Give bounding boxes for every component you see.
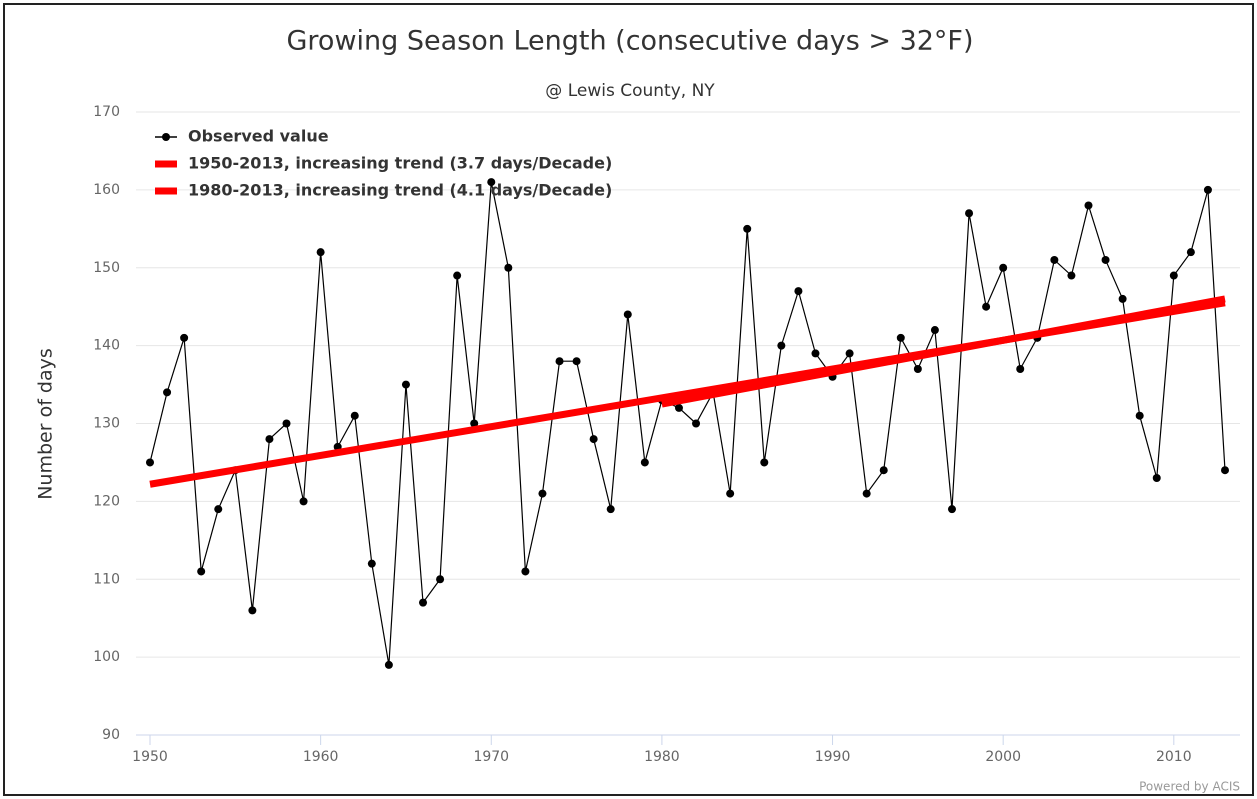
point bbox=[521, 567, 530, 576]
point bbox=[146, 458, 154, 467]
point bbox=[1135, 411, 1144, 420]
point bbox=[1118, 294, 1127, 303]
point bbox=[1186, 248, 1195, 257]
point bbox=[367, 559, 376, 568]
y-tick-label: 110 bbox=[93, 571, 120, 587]
chart-subtitle: @ Lewis County, NY bbox=[545, 81, 715, 101]
point bbox=[760, 458, 769, 467]
series-line bbox=[149, 181, 1226, 666]
point bbox=[214, 505, 223, 514]
point bbox=[777, 341, 786, 350]
point bbox=[640, 458, 649, 467]
point bbox=[572, 357, 581, 366]
point bbox=[504, 263, 513, 272]
x-tick-label: 2010 bbox=[1156, 749, 1192, 765]
point bbox=[487, 178, 496, 187]
y-tick-label: 150 bbox=[93, 260, 120, 276]
point bbox=[896, 333, 905, 342]
point bbox=[1101, 255, 1110, 264]
y-axis-label: Number of days bbox=[35, 348, 57, 500]
point bbox=[419, 598, 428, 607]
legend-marker bbox=[162, 133, 170, 141]
point bbox=[163, 388, 172, 397]
x-tick-label: 1960 bbox=[303, 749, 339, 765]
legend-label: 1950-2013, increasing trend (3.7 days/De… bbox=[188, 154, 612, 173]
point bbox=[538, 489, 547, 498]
y-tick-label: 160 bbox=[93, 182, 120, 198]
credits: Powered by ACIS bbox=[1139, 780, 1240, 794]
point bbox=[436, 575, 445, 584]
point bbox=[265, 435, 274, 444]
point bbox=[811, 349, 820, 358]
point bbox=[180, 333, 189, 342]
point bbox=[1067, 271, 1076, 280]
y-tick-label: 130 bbox=[93, 416, 120, 432]
point bbox=[965, 209, 974, 218]
point bbox=[982, 302, 991, 311]
x-tick-label: 1990 bbox=[815, 749, 851, 765]
point bbox=[1169, 271, 1178, 280]
point bbox=[845, 349, 854, 358]
point bbox=[674, 403, 683, 412]
point bbox=[743, 224, 752, 233]
point bbox=[350, 411, 359, 420]
x-tick-label: 2000 bbox=[985, 749, 1021, 765]
point bbox=[947, 505, 956, 514]
point bbox=[862, 489, 871, 498]
point bbox=[930, 326, 939, 335]
y-tick-label: 90 bbox=[102, 727, 120, 743]
point bbox=[1016, 364, 1025, 373]
x-tick-label: 1970 bbox=[473, 749, 509, 765]
y-tick-label: 120 bbox=[93, 493, 120, 509]
y-tick-label: 170 bbox=[93, 104, 120, 120]
point bbox=[692, 419, 701, 428]
point bbox=[384, 660, 393, 669]
point bbox=[794, 287, 803, 296]
point bbox=[282, 419, 291, 428]
point bbox=[248, 606, 257, 615]
point bbox=[623, 310, 632, 319]
point bbox=[299, 497, 308, 506]
legend-label: 1980-2013, increasing trend (4.1 days/De… bbox=[188, 181, 612, 200]
point bbox=[606, 505, 615, 514]
point bbox=[1221, 466, 1229, 475]
point bbox=[879, 466, 888, 475]
y-tick-label: 100 bbox=[93, 649, 120, 665]
point bbox=[470, 419, 479, 428]
point bbox=[453, 271, 462, 280]
point bbox=[1152, 474, 1161, 483]
point bbox=[1050, 255, 1059, 264]
point bbox=[589, 435, 598, 444]
x-tick-label: 1950 bbox=[132, 749, 168, 765]
point bbox=[1203, 185, 1212, 194]
point bbox=[999, 263, 1008, 272]
point bbox=[197, 567, 206, 576]
point bbox=[555, 357, 564, 366]
frame bbox=[3, 3, 1254, 796]
point bbox=[913, 364, 922, 373]
legend-label: Observed value bbox=[188, 127, 329, 146]
point bbox=[1084, 201, 1093, 210]
y-tick-label: 140 bbox=[93, 338, 120, 354]
x-tick-label: 1980 bbox=[644, 749, 680, 765]
point bbox=[726, 489, 735, 498]
trend-line bbox=[661, 295, 1226, 408]
point bbox=[401, 380, 410, 389]
point bbox=[316, 248, 325, 257]
chart-title: Growing Season Length (consecutive days … bbox=[287, 26, 974, 57]
